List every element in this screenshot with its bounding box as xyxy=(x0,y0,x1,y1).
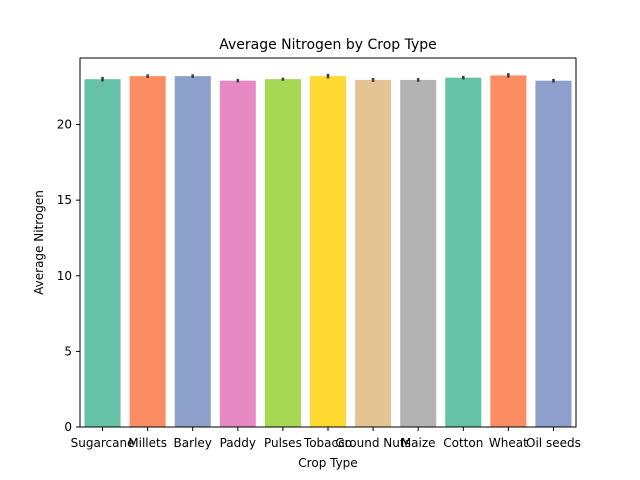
x-tick-label: Pulses xyxy=(264,436,302,450)
x-tick-label: Barley xyxy=(174,436,212,450)
bar xyxy=(174,76,211,428)
x-tick-label: Millets xyxy=(128,436,167,450)
bar xyxy=(309,76,347,428)
x-tick-label: Tobacco xyxy=(303,436,352,450)
y-tick-label: 0 xyxy=(64,420,72,434)
x-tick-label: Wheat xyxy=(489,436,528,450)
bar xyxy=(84,79,121,428)
y-tick-label: 20 xyxy=(57,118,72,132)
y-tick-label: 5 xyxy=(64,344,72,358)
x-tick-label: Ground Nuts xyxy=(335,436,411,450)
x-tick-label: Cotton xyxy=(443,436,483,450)
x-tick-label: Paddy xyxy=(220,436,256,450)
bar xyxy=(355,79,392,427)
chart-title: Average Nitrogen by Crop Type xyxy=(219,37,437,53)
bar xyxy=(219,80,256,428)
y-tick-label: 10 xyxy=(57,269,72,283)
x-tick-label: Oil seeds xyxy=(526,436,581,450)
x-tick-label: Sugarcane xyxy=(71,436,135,450)
plot-frame xyxy=(79,57,577,428)
y-axis-label: Average Nitrogen xyxy=(32,190,46,295)
bar xyxy=(129,76,166,428)
bar xyxy=(535,80,572,428)
error-bars-group xyxy=(101,73,555,83)
bar xyxy=(445,77,482,427)
bars-group xyxy=(84,75,572,428)
bar xyxy=(490,75,527,428)
y-tick-label: 15 xyxy=(57,193,72,207)
bar xyxy=(264,79,301,428)
y-axis: 0 5 10 15 20 xyxy=(57,118,80,434)
x-axis-label: Crop Type xyxy=(298,456,357,470)
bar xyxy=(400,79,437,427)
x-tick-label: Maize xyxy=(401,436,436,450)
